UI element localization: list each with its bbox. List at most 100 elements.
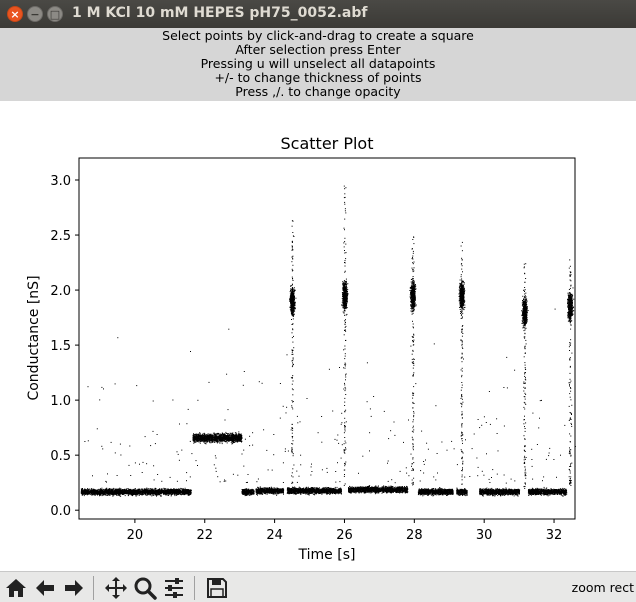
baseline-point (91, 491, 93, 493)
baseline-point (135, 491, 137, 493)
window-close-button[interactable]: × (7, 6, 23, 22)
baseline-point (177, 490, 179, 492)
baseline-point (163, 490, 165, 492)
baseline-point (147, 493, 149, 495)
baseline-point (243, 489, 244, 491)
baseline-point (95, 493, 97, 495)
baseline-point (88, 491, 90, 493)
baseline-point (256, 490, 258, 492)
baseline-point (138, 492, 140, 494)
baseline-point (268, 490, 270, 492)
baseline-point (247, 489, 249, 491)
baseline-point (146, 494, 147, 496)
baseline-point (106, 492, 108, 494)
baseline-point (251, 493, 253, 495)
baseline-point (126, 492, 128, 494)
baseline-point (170, 494, 172, 496)
baseline-point (113, 489, 114, 491)
baseline-point (184, 489, 186, 490)
baseline-point (105, 494, 107, 496)
baseline-point (159, 488, 161, 490)
baseline-point (114, 490, 116, 492)
baseline-point (152, 493, 154, 495)
baseline-point (262, 489, 264, 491)
baseline-point (273, 492, 275, 494)
baseline-point (104, 488, 106, 490)
baseline-point (119, 487, 121, 489)
baseline-point (94, 493, 96, 495)
baseline-point (93, 488, 94, 490)
baseline-point (175, 490, 177, 492)
baseline-point (107, 492, 109, 494)
baseline-point (190, 492, 192, 494)
baseline-point (89, 493, 91, 495)
baseline-point (80, 491, 82, 493)
baseline-point (252, 489, 254, 491)
baseline-point (151, 488, 153, 490)
baseline-point (185, 490, 187, 492)
baseline-point (108, 489, 110, 491)
baseline-point (143, 491, 145, 493)
baseline-point (190, 491, 192, 493)
baseline-point (246, 491, 248, 493)
baseline-point (270, 489, 272, 491)
baseline-point (190, 492, 192, 494)
baseline-point (176, 494, 178, 496)
baseline-point (108, 490, 110, 492)
baseline-point (120, 491, 122, 493)
baseline-point (310, 487, 312, 489)
baseline-point (135, 493, 137, 494)
baseline-point (187, 489, 189, 491)
baseline-point (180, 487, 182, 489)
baseline-point (165, 493, 167, 495)
baseline-point (171, 492, 173, 494)
baseline-point (264, 489, 266, 491)
baseline-point (175, 488, 177, 490)
window-maximize-button[interactable]: □ (47, 6, 63, 22)
baseline-point (150, 491, 152, 493)
window-minimize-button[interactable]: − (27, 6, 43, 22)
baseline-point (98, 492, 100, 494)
baseline-point (153, 490, 155, 492)
baseline-point (277, 490, 279, 492)
baseline-point (82, 492, 84, 494)
baseline-point (267, 487, 269, 489)
baseline-point (134, 492, 136, 494)
baseline-point (119, 492, 121, 493)
baseline-point (88, 490, 90, 492)
baseline-point (256, 492, 258, 493)
baseline-point (140, 491, 142, 492)
baseline-point (90, 490, 92, 492)
baseline-point (174, 495, 176, 497)
baseline-point (116, 490, 117, 492)
baseline-point (85, 489, 87, 491)
baseline-point (161, 492, 162, 494)
baseline-point (129, 491, 131, 493)
baseline-point (92, 489, 94, 491)
baseline-point (102, 494, 104, 496)
baseline-point (155, 493, 157, 494)
baseline-point (99, 495, 100, 497)
baseline-point (180, 492, 182, 493)
baseline-point (84, 493, 86, 495)
baseline-point (153, 491, 155, 493)
baseline-point (156, 493, 158, 495)
baseline-point (90, 494, 92, 496)
baseline-point (104, 494, 106, 496)
baseline-point (166, 494, 168, 496)
baseline-point (114, 492, 116, 494)
baseline-point (300, 493, 302, 495)
baseline-point (98, 488, 100, 490)
plot-canvas[interactable]: Scatter Plot 20 22 24 26 28 30 32 0.0 0.5 1.0 1.5… (0, 101, 636, 571)
baseline-point (125, 491, 127, 493)
scatter-chart[interactable]: Scatter Plot 20 22 24 26 28 30 32 0.00.51.01.5… (0, 101, 636, 571)
baseline-point (248, 492, 250, 494)
baseline-point (109, 491, 111, 493)
baseline-point (91, 490, 93, 492)
baseline-point (142, 489, 143, 491)
baseline-point (111, 494, 113, 495)
baseline-point (177, 493, 179, 495)
baseline-point (111, 491, 113, 493)
baseline-point (252, 490, 254, 492)
baseline-point (259, 493, 261, 495)
